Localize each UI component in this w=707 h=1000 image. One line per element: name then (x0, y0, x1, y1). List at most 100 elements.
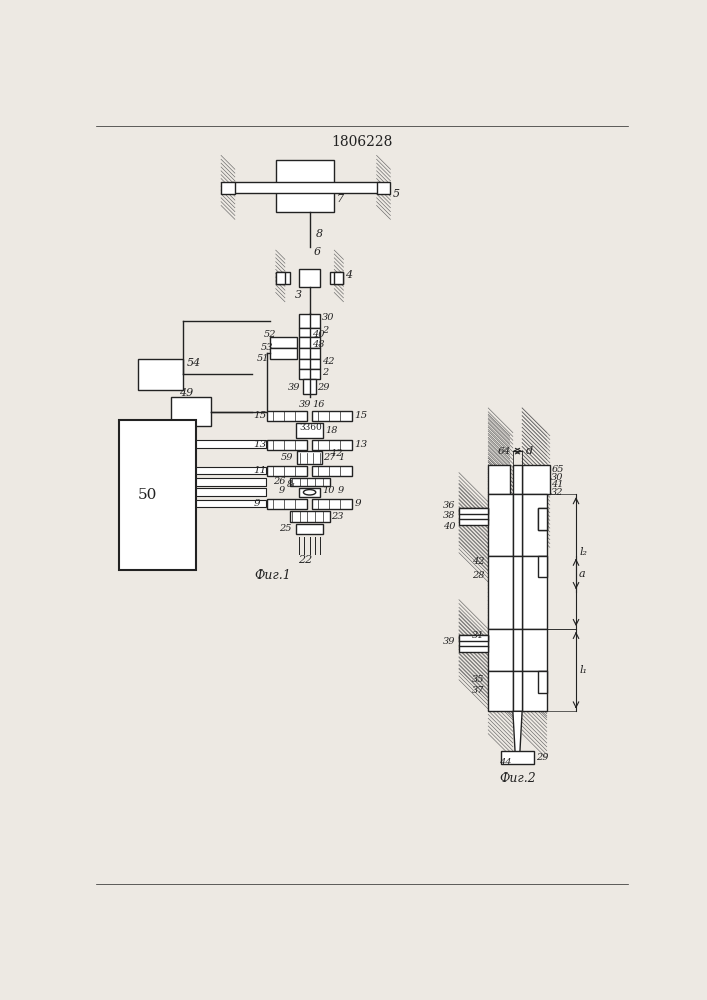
Bar (522, 465, 550, 494)
Text: 40: 40 (443, 522, 455, 531)
Text: 8: 8 (316, 229, 323, 239)
Bar (197, 500, 266, 507)
Text: Фиг.2: Фиг.2 (499, 772, 536, 785)
Text: 44: 44 (499, 758, 511, 767)
Text: 26: 26 (273, 477, 285, 486)
Bar (312, 466, 352, 476)
Bar (489, 494, 513, 556)
Text: 52: 52 (264, 330, 276, 339)
Bar (489, 465, 510, 494)
Text: 29: 29 (317, 383, 329, 392)
Bar (377, 182, 390, 194)
Text: 9: 9 (279, 486, 285, 495)
Text: 8₁: 8₁ (286, 480, 296, 489)
Text: 4: 4 (345, 270, 352, 280)
Text: 31: 31 (472, 631, 484, 640)
Bar (290, 511, 329, 522)
Text: Фиг.1: Фиг.1 (255, 569, 291, 582)
Text: 48: 48 (312, 340, 325, 349)
Bar (221, 182, 235, 194)
Bar (296, 524, 324, 534)
Text: 65: 65 (551, 465, 564, 474)
Text: 18: 18 (325, 426, 337, 435)
Text: 28: 28 (472, 571, 484, 580)
Text: l₂: l₂ (579, 547, 587, 557)
Bar (459, 646, 489, 652)
Text: 29: 29 (536, 753, 549, 762)
Text: 59: 59 (281, 453, 293, 462)
Bar (290, 478, 329, 486)
Text: 53: 53 (260, 343, 273, 352)
Bar (522, 494, 547, 556)
Text: 11: 11 (253, 466, 267, 475)
Text: 64: 64 (498, 447, 510, 456)
Text: 2: 2 (322, 326, 328, 335)
Text: 13: 13 (354, 440, 368, 449)
Bar (513, 465, 522, 494)
Bar (489, 671, 513, 711)
Bar (513, 671, 522, 711)
Text: 12: 12 (330, 449, 343, 458)
Text: 41: 41 (551, 480, 564, 489)
Bar (296, 423, 324, 438)
Bar (197, 488, 266, 496)
Text: 35: 35 (472, 675, 484, 684)
Text: 3360: 3360 (299, 423, 322, 432)
Bar (489, 556, 513, 629)
Text: 9: 9 (354, 499, 361, 508)
Text: a: a (579, 569, 585, 579)
Text: 42: 42 (322, 357, 334, 366)
Bar (171, 397, 211, 426)
Bar (197, 478, 266, 486)
Bar (197, 466, 266, 474)
Bar (299, 488, 320, 497)
Bar (537, 508, 547, 530)
Bar (267, 440, 308, 450)
Bar (276, 272, 285, 284)
Text: 15: 15 (253, 411, 267, 420)
Bar (334, 272, 344, 284)
Bar (513, 556, 522, 629)
Text: 32: 32 (551, 488, 564, 497)
Text: 30: 30 (322, 313, 334, 322)
Text: 15: 15 (354, 411, 368, 420)
Bar (501, 751, 534, 764)
Bar (197, 440, 266, 448)
Text: 39: 39 (299, 400, 311, 409)
Text: 13: 13 (253, 440, 267, 449)
Bar (276, 160, 334, 212)
Bar (513, 494, 522, 556)
Bar (276, 272, 290, 284)
Text: 27: 27 (322, 453, 335, 462)
Ellipse shape (303, 490, 316, 495)
Text: 6: 6 (313, 247, 320, 257)
Bar (537, 671, 547, 693)
Bar (522, 671, 547, 711)
Text: 54: 54 (187, 358, 201, 368)
Text: 2: 2 (322, 368, 328, 377)
Text: 22: 22 (298, 555, 312, 565)
Bar (303, 379, 316, 394)
Text: 37: 37 (472, 686, 484, 695)
Text: 10: 10 (322, 486, 334, 495)
Bar (312, 499, 352, 509)
Bar (267, 499, 308, 509)
Text: 3: 3 (295, 290, 302, 300)
Text: 9: 9 (337, 486, 344, 495)
Text: 40: 40 (312, 330, 325, 339)
Text: 42: 42 (472, 557, 484, 566)
Bar (537, 556, 547, 577)
Bar (299, 369, 320, 379)
Bar (459, 508, 489, 520)
Text: 51: 51 (257, 354, 270, 363)
Text: 50: 50 (138, 488, 158, 502)
Text: 9: 9 (253, 499, 260, 508)
Text: 36: 36 (443, 500, 455, 510)
Bar (299, 328, 320, 337)
Bar (297, 451, 322, 464)
Bar (459, 635, 489, 647)
Bar (513, 629, 522, 671)
Text: 30: 30 (551, 473, 564, 482)
Bar (267, 466, 308, 476)
Bar (537, 508, 547, 530)
